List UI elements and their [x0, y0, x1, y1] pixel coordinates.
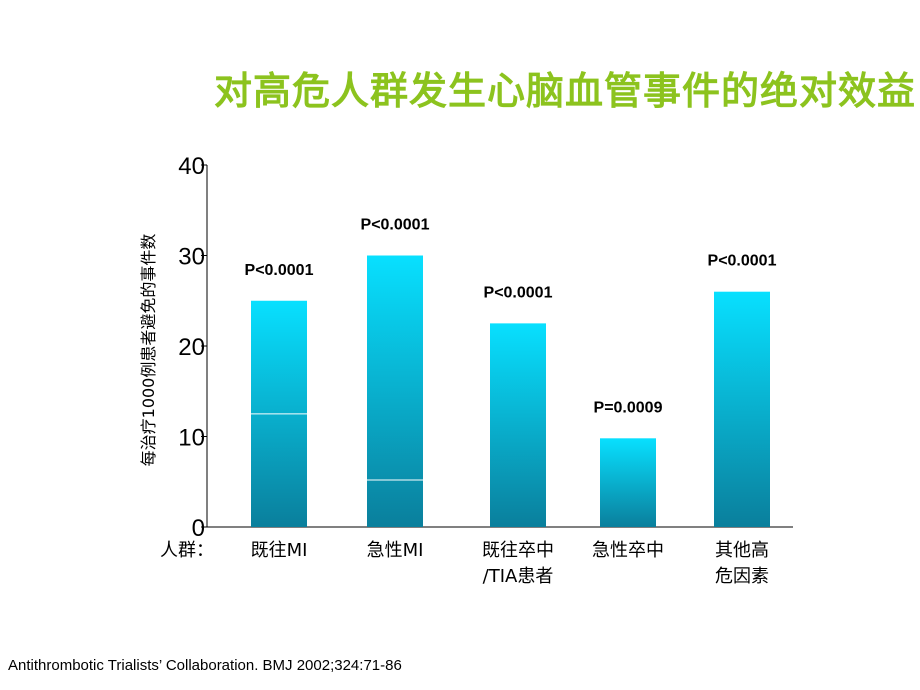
slide-title: 对高危人群发生心脑血管事件的绝对效益 [213, 69, 916, 113]
y-tick-label: 40 [178, 153, 205, 180]
category-label: 其他高 [715, 540, 769, 561]
category-label: 既往卒中 [482, 540, 554, 561]
bar [490, 323, 546, 527]
p-value-label: P<0.0001 [361, 217, 430, 234]
y-tick-label: 10 [178, 425, 205, 452]
bar [600, 438, 656, 527]
category-label: 危因素 [715, 566, 769, 587]
category-label: 急性卒中 [592, 540, 664, 561]
category-label: 急性MI [367, 540, 424, 561]
y-tick-label: 0 [192, 515, 205, 542]
bar [367, 255, 423, 527]
y-tick-label: 30 [178, 244, 205, 271]
p-value-label: P<0.0001 [708, 253, 777, 270]
p-value-label: P<0.0001 [484, 284, 553, 301]
category-prefix: 人群： [160, 540, 214, 561]
category-label: /TIA患者 [483, 566, 554, 587]
y-axis-label: 每治疗1000例患者避免的事件数 [139, 234, 158, 467]
p-value-label: P<0.0001 [245, 262, 314, 279]
citation: Antithrombotic Trialists’ Collaboration.… [8, 657, 402, 674]
y-tick-label: 20 [178, 334, 205, 361]
bar [714, 291, 770, 527]
p-value-label: P=0.0009 [594, 399, 663, 416]
category-label: 既往MI [251, 540, 308, 561]
